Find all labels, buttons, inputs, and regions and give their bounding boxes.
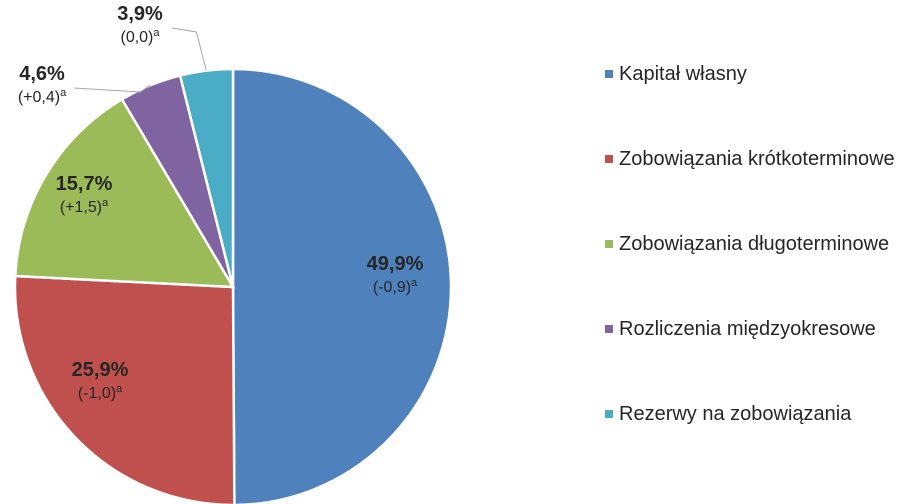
legend-swatch <box>605 410 613 418</box>
note-marker: a <box>411 277 418 289</box>
change-value: (+0,4) <box>18 89 60 106</box>
change-value: (-1,0) <box>78 385 116 402</box>
legend-label: Zobowiązania długoterminowe <box>619 233 890 255</box>
pie-slice <box>13 97 236 289</box>
data-label: 4,6% <box>19 63 65 85</box>
legend-swatch <box>605 325 613 333</box>
legend: Kapitał własny Zobowiązania krótkotermino… <box>605 62 895 487</box>
data-label: 25,9% <box>72 359 129 381</box>
leader-line <box>171 27 207 71</box>
legend-item: Rezerwy na zobowiązania <box>605 402 895 487</box>
legend-swatch <box>605 155 613 163</box>
data-label: 15,7% <box>56 173 113 195</box>
change-value: (0,0) <box>120 29 153 46</box>
change-label: (-1,0)a <box>78 383 123 402</box>
legend-label: Zobowiązania krótkoterminowe <box>619 148 895 170</box>
note-marker: a <box>60 87 67 99</box>
change-label: (-0,9)a <box>373 277 418 296</box>
legend-item: Rozliczenia międzyokresowe <box>605 317 895 402</box>
data-label: 3,9% <box>117 3 163 25</box>
legend-label: Rozliczenia międzyokresowe <box>619 318 876 340</box>
pie-slice <box>231 67 453 504</box>
pie-slice <box>13 274 236 504</box>
legend-label: Rezerwy na zobowiązania <box>619 403 852 425</box>
note-marker: a <box>153 27 160 39</box>
legend-item: Zobowiązania długoterminowe <box>605 232 895 317</box>
change-label: (0,0)a <box>120 27 160 46</box>
pie-slice <box>178 67 235 288</box>
change-value: (+1,5) <box>60 199 102 216</box>
change-value: (-0,9) <box>373 279 411 296</box>
legend-swatch <box>605 240 613 248</box>
legend-item: Kapitał własny <box>605 62 895 147</box>
legend-label: Kapitał własny <box>619 63 747 85</box>
change-label: (+1,5)a <box>60 197 109 216</box>
note-marker: a <box>102 197 109 209</box>
data-label: 49,9% <box>367 253 424 275</box>
legend-item: Zobowiązania krótkoterminowe <box>605 147 895 232</box>
note-marker: a <box>116 383 123 395</box>
leader-line <box>73 84 151 93</box>
change-label: (+0,4)a <box>18 87 67 106</box>
legend-swatch <box>605 70 613 78</box>
